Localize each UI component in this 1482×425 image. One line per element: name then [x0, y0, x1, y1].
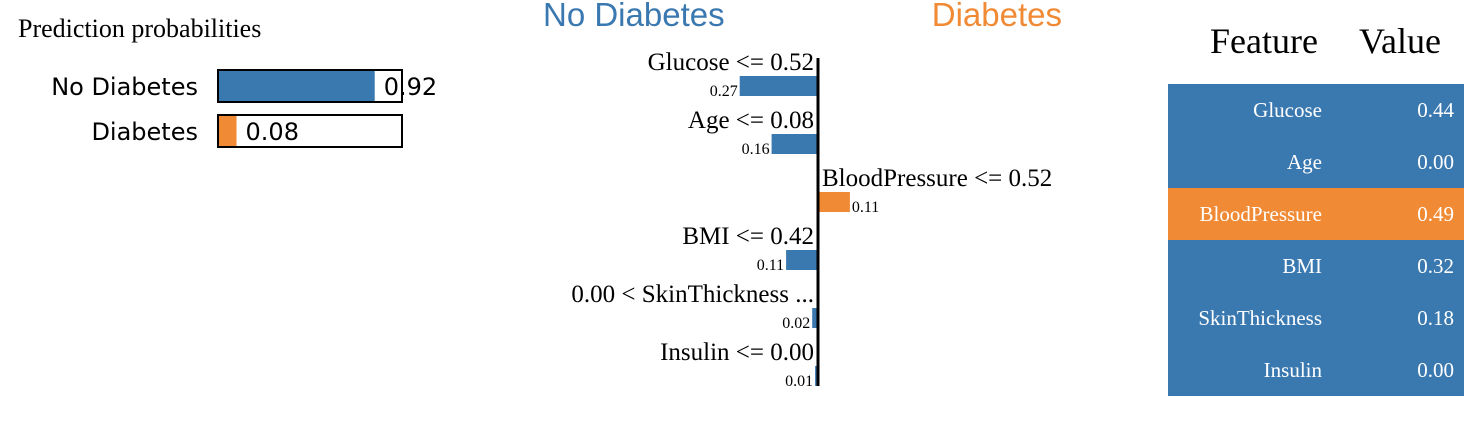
feature-condition-label: Insulin <= 0.00	[660, 339, 814, 366]
feature-condition-label: Age <= 0.08	[688, 107, 814, 134]
table-cell-feature: BMI	[1282, 254, 1322, 278]
table-row-bg	[1168, 188, 1464, 240]
table-cell-feature: Age	[1287, 150, 1322, 174]
bar-value-label: 0.27	[710, 83, 738, 100]
probability-label: Diabetes	[91, 118, 198, 146]
table-row-bg	[1168, 292, 1464, 344]
bar-value-label: 0.11	[852, 199, 879, 216]
probability-label: No Diabetes	[51, 73, 198, 101]
prediction-probabilities-panel: Prediction probabilities No Diabetes 0.92…	[0, 0, 520, 420]
probability-bar-fill	[219, 71, 375, 101]
prediction-probabilities-svg: Prediction probabilities No Diabetes 0.92…	[18, 14, 437, 148]
explanation-chart-svg: No Diabetes Diabetes Glucose <= 0.52 0.27…	[543, 0, 1062, 390]
feature-condition-label: Glucose <= 0.52	[648, 49, 814, 76]
explanation-bar	[818, 192, 850, 212]
table-cell-feature: Insulin	[1264, 358, 1323, 382]
explanation-bar	[739, 76, 818, 96]
table-cell-feature: BloodPressure	[1200, 202, 1323, 226]
right-class-title: Diabetes	[932, 0, 1062, 33]
explanation-bar	[812, 308, 818, 328]
feature-value-table: Feature Value Glucose 0.44 Age 0.00 BloodPre…	[1150, 0, 1482, 420]
bar-value-label: 0.11	[757, 257, 784, 274]
table-rows: Glucose 0.44 Age 0.00 BloodPressure 0.49 BMI 0.…	[1168, 84, 1464, 396]
table-cell-value: 0.44	[1417, 98, 1454, 122]
feature-value-table-svg: Feature Value Glucose 0.44 Age 0.00 BloodPre…	[1168, 21, 1464, 396]
table-row-bg	[1168, 240, 1464, 292]
probability-value: 0.08	[246, 118, 299, 146]
probability-value: 0.92	[384, 73, 437, 101]
explanation-bar	[771, 134, 818, 154]
table-cell-value: 0.00	[1417, 358, 1454, 382]
table-row-bg	[1168, 344, 1464, 396]
prediction-probabilities-title: Prediction probabilities	[18, 14, 261, 43]
bar-value-label: 0.02	[782, 315, 810, 332]
left-class-title: No Diabetes	[543, 0, 725, 33]
feature-condition-label: BloodPressure <= 0.52	[822, 165, 1052, 192]
explanation-bar	[786, 250, 818, 270]
table-header-value: Value	[1359, 21, 1441, 61]
table-cell-value: 0.18	[1417, 306, 1454, 330]
explanation-panel: No Diabetes Diabetes Glucose <= 0.52 0.27…	[520, 0, 1140, 420]
table-row-bg	[1168, 84, 1464, 136]
feature-condition-label: 0.00 < SkinThickness ...	[571, 281, 814, 308]
probability-rows: No Diabetes 0.92 Diabetes 0.08	[51, 69, 437, 148]
table-cell-feature: Glucose	[1253, 98, 1322, 122]
table-cell-value: 0.49	[1417, 202, 1454, 226]
table-header-feature: Feature	[1210, 21, 1318, 61]
probability-bar-outline	[217, 114, 403, 148]
probability-bar-fill	[219, 116, 237, 146]
table-cell-value: 0.00	[1417, 150, 1454, 174]
bar-value-label: 0.16	[742, 141, 770, 158]
table-cell-feature: SkinThickness	[1198, 306, 1322, 330]
bar-value-label: 0.01	[785, 373, 813, 390]
feature-condition-label: BMI <= 0.42	[682, 223, 814, 250]
table-row-bg	[1168, 136, 1464, 188]
explanation-bars: Glucose <= 0.52 0.27 Age <= 0.08 0.16 BloodP…	[571, 49, 1052, 390]
table-cell-value: 0.32	[1417, 254, 1454, 278]
